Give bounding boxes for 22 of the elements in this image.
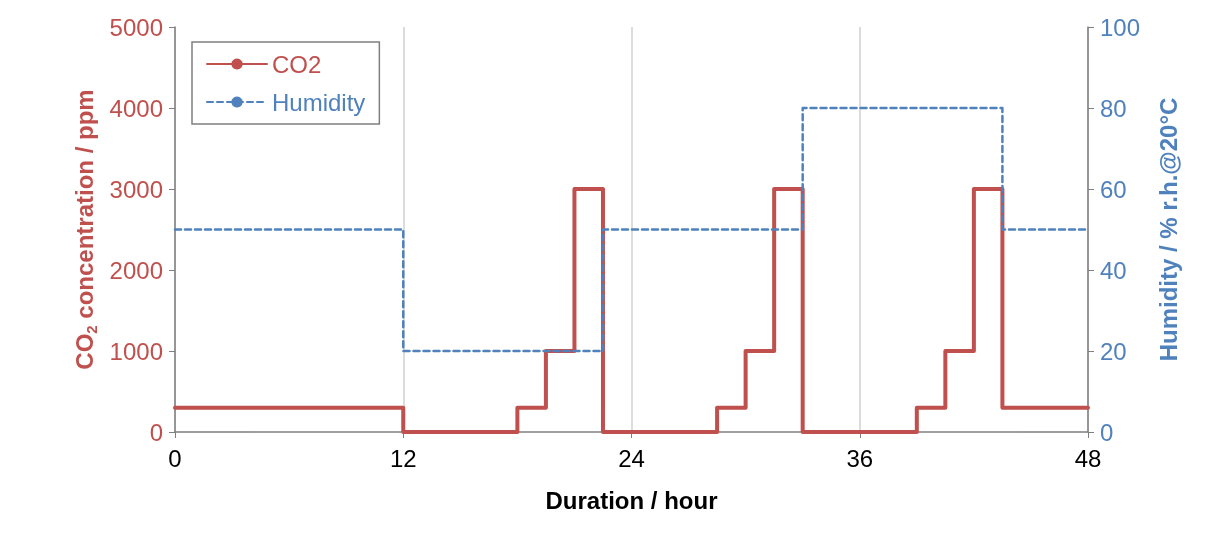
y2-tick-label: 40	[1100, 256, 1127, 284]
x-tick-label: 24	[618, 444, 645, 472]
y-tick-label: 4000	[109, 94, 163, 122]
x-tick-label: 48	[1074, 444, 1102, 472]
y2-tick-label: 20	[1100, 337, 1127, 365]
x-axis-title: Duration / hour	[545, 486, 718, 514]
y-tick-label: 1000	[109, 337, 163, 365]
y2-tick-label: 100	[1100, 13, 1141, 41]
y2-tick-label: 0	[1100, 418, 1114, 446]
y2-axis-title: Humidity / % r.h.@20°C	[1154, 97, 1182, 362]
y2-tick-label: 60	[1100, 175, 1127, 203]
y-tick-label: 5000	[109, 13, 163, 41]
y-axis-title: CO2 concentration / ppm	[70, 89, 100, 370]
y-tick-label: 3000	[109, 175, 163, 203]
y-tick-label: 0	[149, 418, 163, 446]
x-tick-label: 36	[846, 444, 874, 472]
y2-tick-label: 80	[1100, 94, 1127, 122]
legend-label: Humidity	[272, 88, 366, 116]
y-tick-label: 2000	[109, 256, 163, 284]
legend-label: CO2	[272, 50, 322, 78]
x-tick-label: 12	[389, 444, 417, 472]
x-tick-label: 0	[168, 444, 182, 472]
